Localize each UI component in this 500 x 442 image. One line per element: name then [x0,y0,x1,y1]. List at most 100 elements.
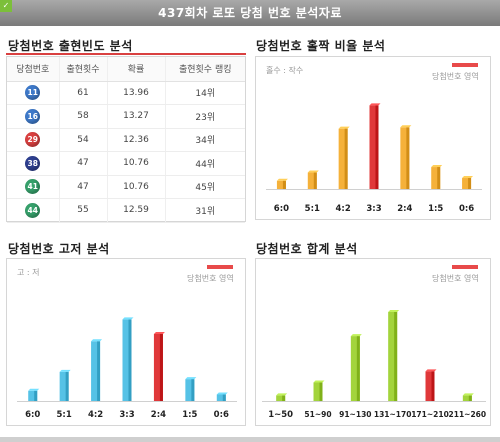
bar-131~170 [388,309,400,401]
table-row: 29 54 12.36 34위 [7,128,245,152]
lotto-ball: 41 [25,179,41,195]
bar-cap [313,380,325,383]
bar-cap [153,331,165,334]
tick-label: 211~260 [449,410,487,419]
bar-body [307,172,317,189]
bar-side [431,371,435,401]
rank-cell: 23위 [164,104,245,129]
bar-side [437,167,441,189]
bar-4:2 [91,339,103,401]
bar-side [344,128,348,189]
legend-label: 당첨번호 영역 [187,274,234,283]
rank-cell: 44위 [164,151,245,176]
bar-0:6 [462,176,474,189]
freq-table: 당첨번호 출현횟수 확률 출현횟수 랭킹 11 61 13.96 14위 16 58 13.… [7,57,245,223]
tick-label: 3:3 [119,410,134,420]
count-cell: 61 [58,81,107,105]
tick-label: 1:5 [428,204,443,214]
bar-cap [400,125,412,128]
tick-label: 2:4 [151,410,166,420]
bar-side [406,127,410,189]
tick-label: 171~210 [411,410,449,419]
legend-label: 당첨번호 영역 [432,72,479,81]
bar-body [59,371,69,401]
bar-body [185,379,195,401]
rank-cell: 31위 [164,198,245,223]
bar-171~210 [425,369,437,401]
highlow-bar-chart: 6:0 5:1 4:2 3:3 2:4 1:5 0:6 [17,317,237,420]
bar-cap [431,165,443,168]
bar-211~260 [462,393,474,401]
tick-label: 131~170 [374,410,412,419]
page-title-bar: 437회차 로또 당첨 번호 분석자료 [0,0,500,26]
freq-table-body: 11 61 13.96 14위 16 58 13.27 23위 29 54 12.36 34위 38 47… [7,81,245,223]
bar-cap [338,126,350,129]
bar-91~130 [350,334,362,401]
footer-divider [0,437,500,442]
bar-body [425,371,435,401]
bar-body [462,178,472,189]
ball-cell: 11 [7,81,59,105]
tick-label: 5:1 [57,410,72,420]
bar-2:4 [400,125,412,189]
bar-cap [276,178,288,181]
prob-cell: 12.59 [106,198,165,223]
oddeven-note: 홀수 : 작수 [266,66,304,75]
bar-cap [425,369,437,372]
bar-body [462,395,472,401]
bar-side [282,395,286,401]
bar-side [468,395,472,401]
legend-swatch [207,265,233,269]
bar-4:2 [338,126,350,189]
bar-cap [91,339,103,342]
bar-5:1 [307,170,319,189]
tick-label: 4:2 [88,410,103,420]
prob-cell: 13.96 [106,81,165,105]
tick-label: 91~130 [339,410,371,419]
count-cell: 47 [58,151,107,176]
bar-body [388,311,398,401]
bar-side [356,336,360,401]
col-header-prob: 확률 [106,57,165,82]
bar-side [282,180,286,189]
check-icon: ✓ [0,0,12,12]
tick-label: 4:2 [336,204,351,214]
bar-body [28,390,38,401]
col-header-count: 출현횟수 [58,57,107,82]
bar-side [375,105,379,189]
rank-cell: 34위 [164,128,245,152]
bar-side [159,333,163,401]
count-cell: 54 [58,128,107,152]
ball-cell: 41 [7,175,59,199]
count-cell: 47 [58,175,107,199]
freq-section-title: 당첨번호 출현빈도 분석 [8,39,133,53]
tick-label: 6:0 [25,410,40,420]
table-row: 38 47 10.76 44위 [7,151,245,176]
bar-6:0 [276,178,288,189]
legend-label: 당첨번호 영역 [432,274,479,283]
ball-cell: 44 [7,198,59,223]
bar-body [338,128,348,189]
freq-title-underline [6,53,246,55]
ball-cell: 16 [7,104,59,129]
bar-side [97,341,101,401]
bar-side [34,390,38,401]
col-header-ball: 당첨번호 [7,57,59,82]
bar-6:0 [28,388,40,401]
bar-body [91,341,101,401]
sum-chart-panel: 당첨번호 영역 1~50 51~90 91~130 131~170 171~210 211… [255,258,491,426]
count-cell: 55 [58,198,107,223]
ball-cell: 38 [7,151,59,176]
oddeven-bar-chart: 6:0 5:1 4:2 3:3 2:4 1:5 0:6 [266,103,482,214]
bar-cap [388,309,400,312]
tick-label: 0:6 [459,204,474,214]
bar-side [191,379,195,401]
col-header-rank: 출현횟수 랭킹 [164,57,245,82]
bar-2:4 [153,331,165,401]
tick-label: 0:6 [214,410,229,420]
lotto-ball: 38 [25,155,41,171]
bar-body [276,395,286,401]
prob-cell: 13.27 [106,104,165,129]
lotto-ball: 11 [25,85,41,101]
table-row: 16 58 13.27 23위 [7,104,245,129]
